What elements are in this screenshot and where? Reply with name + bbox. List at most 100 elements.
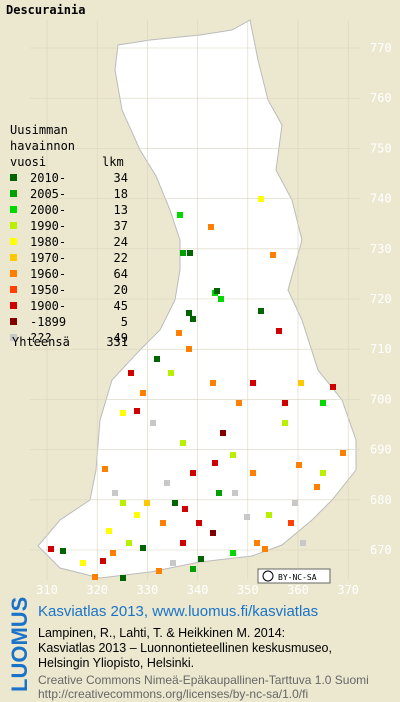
occurrence-dot — [80, 560, 86, 566]
occurrence-dot — [330, 384, 336, 390]
legend-header: havainnon — [10, 139, 75, 153]
legend-count: 37 — [114, 219, 128, 233]
map-title: Descurainia — [6, 3, 85, 17]
occurrence-dot — [230, 550, 236, 556]
legend-swatch — [10, 286, 17, 293]
legend: Uusimman havainnon vuosi lkm 2010- 34 2005- 18 2… — [10, 123, 128, 349]
occurrence-dot — [126, 540, 132, 546]
legend-label: 1900- — [30, 299, 66, 313]
occurrence-dot — [128, 370, 134, 376]
northing-label: 690 — [370, 443, 392, 457]
occurrence-dot — [134, 408, 140, 414]
legend-label: 1960- — [30, 267, 66, 281]
occurrence-dot — [190, 566, 196, 572]
occurrence-dot — [60, 548, 66, 554]
occurrence-dot — [177, 212, 183, 218]
occurrence-dot — [186, 310, 192, 316]
legend-count: 24 — [114, 235, 128, 249]
northing-label: 700 — [370, 392, 392, 406]
legend-swatch — [10, 222, 17, 229]
legend-swatch — [10, 302, 17, 309]
legend-swatch — [10, 190, 17, 197]
legend-count: 64 — [114, 267, 128, 281]
cc-icon — [262, 570, 274, 582]
easting-label: 370 — [337, 583, 359, 597]
occurrence-dot — [214, 288, 220, 294]
occurrence-dot — [120, 575, 126, 581]
northing-label: 730 — [370, 242, 392, 256]
citation: Lampinen, R., Lahti, T. & Heikkinen M. 2… — [38, 626, 285, 640]
badge-text: BY-NC-SA — [278, 573, 317, 582]
occurrence-dot — [232, 490, 238, 496]
legend-swatch — [10, 206, 17, 213]
occurrence-dot — [100, 558, 106, 564]
easting-label: 340 — [187, 583, 209, 597]
occurrence-dot — [300, 540, 306, 546]
license-badge: BY-NC-SA — [257, 568, 331, 584]
occurrence-dot — [236, 400, 242, 406]
occurrence-dot — [186, 346, 192, 352]
legend-label: 2010- — [30, 171, 66, 185]
occurrence-dot — [196, 520, 202, 526]
occurrence-dot — [250, 470, 256, 476]
occurrence-dot — [230, 452, 236, 458]
occurrence-dot — [282, 420, 288, 426]
occurrence-dot — [48, 546, 54, 552]
occurrence-dot — [198, 556, 204, 562]
legend-swatch — [10, 238, 17, 245]
occurrence-dot — [92, 574, 98, 580]
legend-label: 1990- — [30, 219, 66, 233]
legend-label: 1970- — [30, 251, 66, 265]
occurrence-dots — [48, 196, 346, 581]
occurrence-dot — [164, 480, 170, 486]
occurrence-dot — [176, 330, 182, 336]
occurrence-dot — [212, 460, 218, 466]
occurrence-dot — [340, 450, 346, 456]
occurrence-dot — [210, 380, 216, 386]
occurrence-dot — [180, 250, 186, 256]
heading: Kasviatlas 2013, www.luomus.fi/kasviatla… — [38, 603, 318, 620]
license: Creative Commons Nimeä-Epäkaupallinen-Ta… — [38, 673, 369, 687]
occurrence-dot — [218, 296, 224, 302]
legend-total-label: Yhteensä — [12, 335, 70, 349]
occurrence-dot — [168, 370, 174, 376]
legend-count: 18 — [114, 187, 128, 201]
citation: Kasviatlas 2013 – Luonnontieteellinen ke… — [38, 641, 332, 655]
easting-label: 310 — [36, 583, 58, 597]
legend-header: Uusimman — [10, 123, 68, 137]
northing-label: 750 — [370, 141, 392, 155]
occurrence-dot — [220, 430, 226, 436]
occurrence-dot — [270, 252, 276, 258]
badge-box — [257, 568, 331, 584]
easting-label: 320 — [86, 583, 108, 597]
occurrence-dot — [140, 545, 146, 551]
northing-label: 670 — [370, 543, 392, 557]
legend-count-header: lkm — [102, 155, 124, 169]
northing-label: 740 — [370, 192, 392, 206]
occurrence-dot — [150, 420, 156, 426]
occurrence-dot — [258, 196, 264, 202]
legend-count: 34 — [114, 171, 128, 185]
legend-label: 2000- — [30, 203, 66, 217]
occurrence-dot — [182, 506, 188, 512]
occurrence-dot — [154, 356, 160, 362]
legend-count: 20 — [114, 283, 128, 297]
occurrence-dot — [190, 316, 196, 322]
northing-label: 770 — [370, 41, 392, 55]
occurrence-dot — [190, 470, 196, 476]
legend-count: 5 — [121, 315, 128, 329]
occurrence-dot — [180, 540, 186, 546]
occurrence-dot — [102, 466, 108, 472]
northing-label: 760 — [370, 91, 392, 105]
occurrence-dot — [244, 514, 250, 520]
occurrence-dot — [156, 568, 162, 574]
brand: LUOMUS — [7, 597, 32, 692]
easting-label: 360 — [287, 583, 309, 597]
occurrence-dot — [320, 400, 326, 406]
occurrence-dot — [216, 490, 222, 496]
occurrence-dot — [292, 500, 298, 506]
occurrence-dot — [172, 500, 178, 506]
legend-swatch — [10, 270, 17, 277]
